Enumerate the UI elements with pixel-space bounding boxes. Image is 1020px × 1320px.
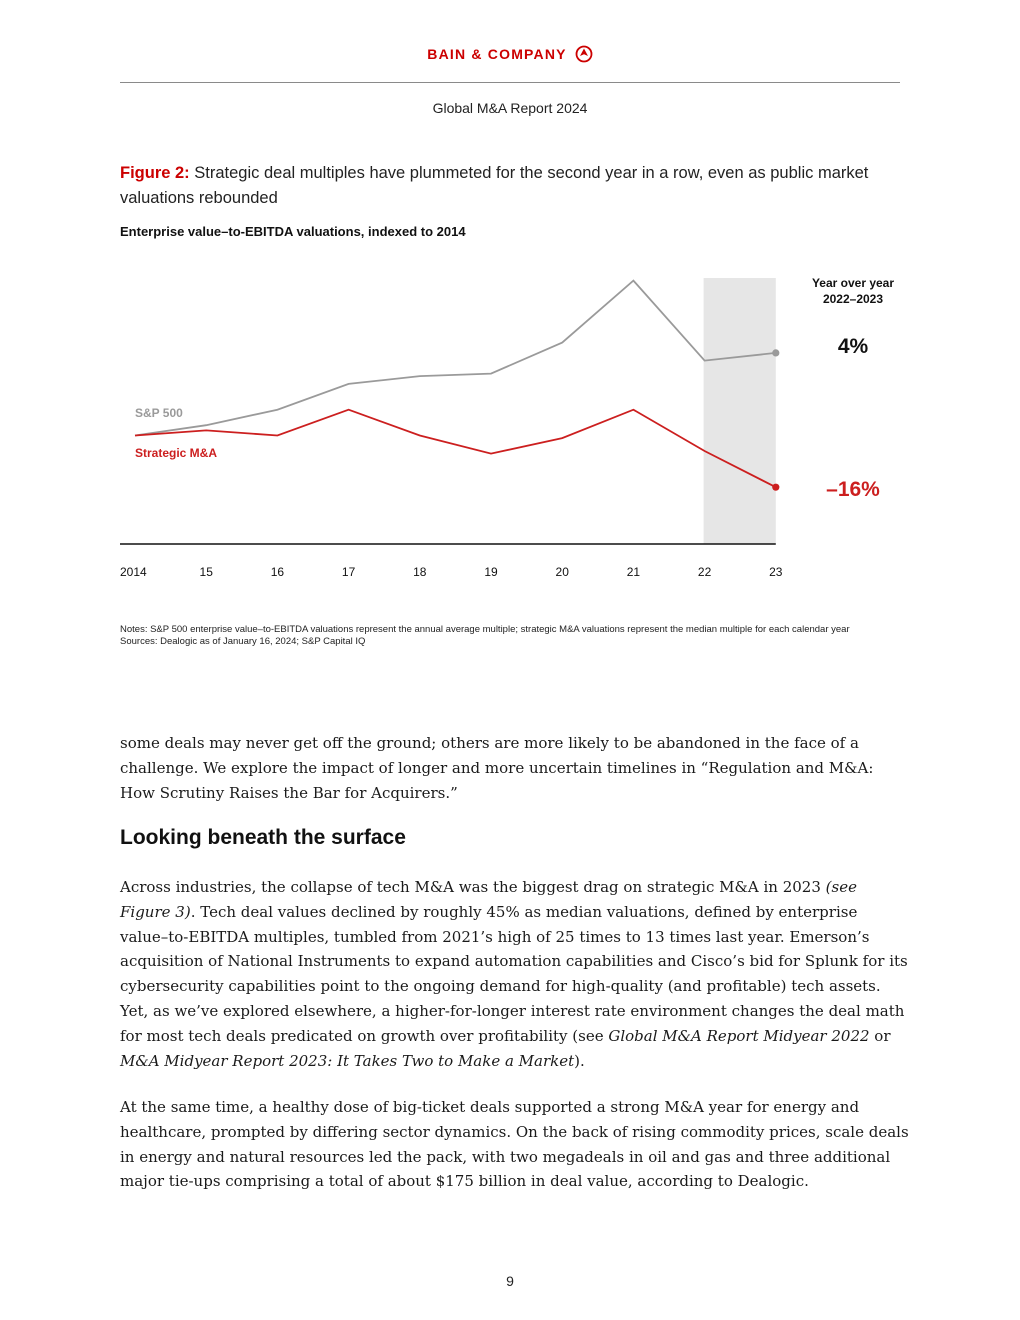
header-rule xyxy=(120,82,900,83)
x-tick-label: 23 xyxy=(769,565,783,579)
yoy-header-line: Year over year xyxy=(812,276,894,290)
figure-notes: Notes: S&P 500 enterprise value–to-EBITD… xyxy=(120,624,900,647)
yoy-value-sp500: 4% xyxy=(838,335,869,358)
p2-text-end: ). xyxy=(574,1051,585,1070)
yoy-value-strategic-ma: –16% xyxy=(826,478,880,501)
x-tick-label: 18 xyxy=(413,565,427,579)
x-tick-label: 20 xyxy=(556,565,570,579)
brand-logo: BAIN & COMPANY xyxy=(0,45,1020,63)
p2-text-a: Across industries, the collapse of tech … xyxy=(120,878,826,896)
notes-text: Notes: S&P 500 enterprise value–to-EBITD… xyxy=(120,624,850,635)
body-paragraph-3: At the same time, a healthy dose of big-… xyxy=(120,1098,909,1191)
compass-arrow-icon xyxy=(575,45,593,63)
highlight-band xyxy=(703,278,776,544)
body-paragraph-2: Across industries, the collapse of tech … xyxy=(120,875,910,1073)
end-point-sp500 xyxy=(772,349,780,357)
running-head: Global M&A Report 2024 xyxy=(432,100,588,116)
x-tick-label: 15 xyxy=(200,565,214,579)
yoy-header-line: 2022–2023 xyxy=(823,292,883,306)
x-tick-label: 19 xyxy=(484,565,498,579)
report-title-2: M&A Midyear Report 2023: It Takes Two to… xyxy=(120,1051,575,1070)
x-tick-label: 16 xyxy=(271,565,285,579)
figure-label: Figure 2: xyxy=(120,164,190,182)
figure-reference: (see Figure 3) xyxy=(120,878,857,921)
chart-title: Enterprise value–to-EBITDA valuations, i… xyxy=(120,224,466,239)
series-label-sp500: S&P 500 xyxy=(135,406,183,420)
logo-text: BAIN & COMPANY xyxy=(427,46,567,62)
figure-caption-text: Strategic deal multiples have plummeted … xyxy=(120,164,869,207)
p2-text-or: or xyxy=(869,1026,891,1045)
end-point-strategic-ma xyxy=(772,483,780,491)
series-label-strategic-ma: Strategic M&A xyxy=(135,446,217,460)
x-tick-label: 17 xyxy=(342,565,356,579)
page-number: 9 xyxy=(506,1273,514,1289)
section-heading: Looking beneath the surface xyxy=(120,826,406,849)
series-line-sp500 xyxy=(134,279,776,437)
x-tick-label: 2014 xyxy=(120,565,147,579)
sources-text: Sources: Dealogic as of January 16, 2024… xyxy=(120,635,366,647)
line-chart: 2014 15 16 17 18 19 20 21 22 23 S&P 500 Strategic M… xyxy=(120,276,894,579)
body-paragraph-1: some deals may never get off the ground;… xyxy=(120,734,874,802)
figure-caption: Figure 2: Strategic deal multiples have … xyxy=(120,161,880,211)
p2-text-b: . Tech deal values declined by roughly 4… xyxy=(120,902,908,1045)
x-tick-label: 22 xyxy=(698,565,712,579)
report-title-1: Global M&A Report Midyear 2022 xyxy=(608,1026,870,1045)
x-tick-label: 21 xyxy=(627,565,641,579)
series-line-strategic-ma xyxy=(134,408,777,489)
